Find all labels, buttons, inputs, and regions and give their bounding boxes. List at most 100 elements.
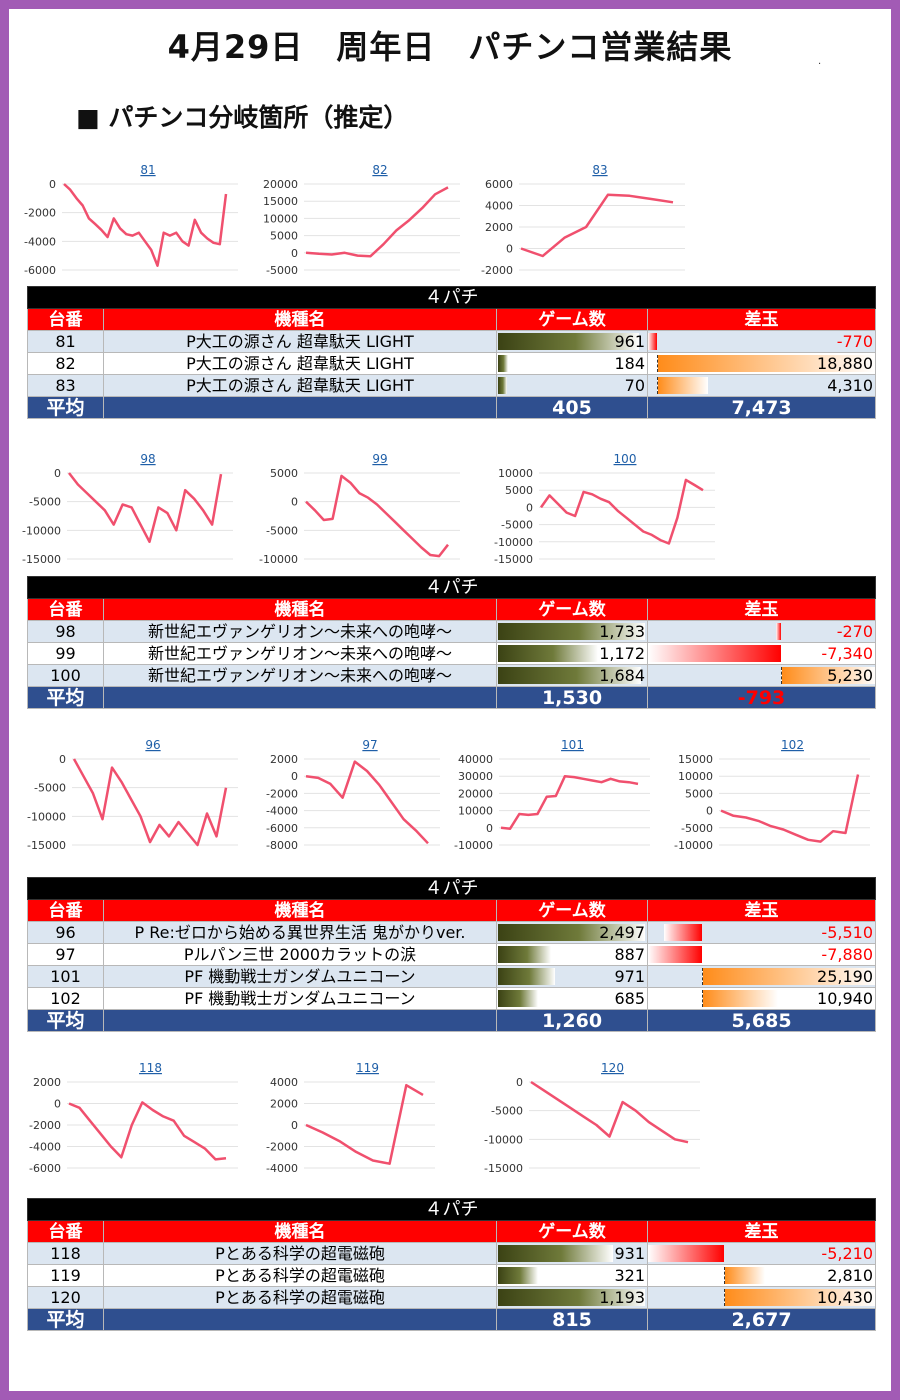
- column-header: 台番: [27, 598, 104, 621]
- column-header: ゲーム数: [496, 1220, 648, 1243]
- average-diff: -793: [647, 686, 876, 709]
- diff-value: 5,230: [827, 665, 873, 685]
- series-line: [500, 774, 639, 830]
- y-tick-label: 0: [486, 822, 493, 835]
- table-row: 118 Pとある科学の超電磁砲 931 -5,210: [27, 1242, 876, 1265]
- chart-title-link[interactable]: 96: [145, 738, 160, 752]
- diff-value: 18,880: [817, 353, 873, 373]
- chart-title-link[interactable]: 101: [561, 738, 584, 752]
- diff-balls: 4,310: [647, 374, 876, 397]
- y-tick-label: 5000: [270, 467, 298, 480]
- diff-balls: -5,210: [647, 1242, 876, 1265]
- game-count-databar: [498, 333, 640, 350]
- chart-title-link[interactable]: 82: [372, 163, 387, 177]
- game-count-value: 1,733: [599, 621, 645, 641]
- chart-title-link[interactable]: 81: [140, 163, 155, 177]
- game-count: 184: [496, 352, 648, 375]
- game-count-value: 70: [624, 375, 645, 395]
- machine-name: P大工の源さん 超韋駄天 LIGHT: [103, 352, 497, 375]
- diff-balls: -7,340: [647, 642, 876, 665]
- y-tick-label: 0: [291, 496, 298, 509]
- column-header: ゲーム数: [496, 899, 648, 922]
- diff-negative-databar: [648, 333, 657, 350]
- game-count-value: 1,193: [599, 1287, 645, 1307]
- diff-positive-databar: [656, 377, 708, 394]
- table-caption: ４パチ: [27, 877, 876, 900]
- column-header: 台番: [27, 899, 104, 922]
- machine-name: P大工の源さん 超韋駄天 LIGHT: [103, 374, 497, 397]
- chart-title-link[interactable]: 99: [372, 452, 387, 466]
- game-count-databar: [498, 355, 509, 372]
- chart-title-link[interactable]: 97: [362, 738, 377, 752]
- chart-title-link[interactable]: 83: [592, 163, 607, 177]
- game-count-databar: [498, 924, 645, 941]
- average-label: 平均: [27, 1308, 104, 1331]
- y-tick-label: -15000: [494, 553, 533, 566]
- y-tick-label: 10000: [263, 212, 298, 225]
- table-row: 102 PF 機動戦士ガンダムユニコーン 685 10,940: [27, 987, 876, 1010]
- table-row: 101 PF 機動戦士ガンダムユニコーン 971 25,190: [27, 965, 876, 988]
- machine-name: Pルパン三世 2000カラットの涙: [103, 943, 497, 966]
- y-tick-label: -5000: [266, 524, 298, 537]
- series-line: [520, 193, 674, 258]
- y-tick-label: 15000: [678, 753, 713, 766]
- game-count-value: 685: [614, 988, 645, 1008]
- series-line: [305, 760, 429, 845]
- y-tick-label: 10000: [458, 805, 493, 818]
- game-count-value: 1,172: [599, 643, 645, 663]
- mini-chart-99: 99 5000 0 -5000 -10000: [259, 452, 460, 566]
- game-count: 961: [496, 330, 648, 353]
- y-tick-label: -5000: [681, 822, 713, 835]
- game-count: 931: [496, 1242, 648, 1265]
- game-count-databar: [498, 377, 507, 394]
- y-tick-label: 0: [49, 178, 56, 191]
- y-tick-label: -2000: [266, 1141, 298, 1154]
- y-tick-label: 20000: [263, 178, 298, 191]
- diff-negative-databar: [664, 924, 703, 941]
- machine-number: 99: [27, 642, 104, 665]
- column-header: 機種名: [103, 899, 497, 922]
- mini-chart-83: 83 6000 4000 2000 0 -2000: [481, 163, 685, 277]
- machine-number: 96: [27, 921, 104, 944]
- series-line: [720, 774, 860, 843]
- mini-chart-81: 81 0 -2000 -4000 -6000: [24, 163, 238, 277]
- page-title: 4月29日 周年日 パチンコ営業結果: [167, 28, 733, 66]
- y-tick-label: -2000: [24, 207, 56, 220]
- table-row: 120 Pとある科学の超電磁砲 1,193 10,430: [27, 1286, 876, 1309]
- chart-title-link[interactable]: 120: [601, 1061, 624, 1075]
- game-count-databar: [498, 990, 538, 1007]
- average-games: 1,530: [496, 686, 648, 709]
- y-tick-label: 15000: [263, 195, 298, 208]
- y-tick-label: -4000: [266, 1162, 298, 1175]
- chart-title-link[interactable]: 100: [614, 452, 637, 466]
- y-tick-label: -10000: [494, 536, 533, 549]
- diff-positive-databar: [780, 667, 875, 684]
- column-header: 差玉: [647, 598, 876, 621]
- machine-number: 81: [27, 330, 104, 353]
- mini-chart-102: 102 15000 10000 5000 0 -5000 -10000: [674, 738, 870, 852]
- y-tick-label: -2000: [481, 264, 513, 277]
- table-row: 97 Pルパン三世 2000カラットの涙 887 -7,880: [27, 943, 876, 966]
- machine-name: 新世紀エヴァンゲリオン～未来への咆哮～: [103, 620, 497, 643]
- y-tick-label: 0: [54, 467, 61, 480]
- game-count: 971: [496, 965, 648, 988]
- y-tick-label: -10000: [484, 1133, 523, 1146]
- machine-name: P Re:ゼロから始める異世界生活 鬼がかりver.: [103, 921, 497, 944]
- column-header: ゲーム数: [496, 598, 648, 621]
- diff-value: -5,210: [821, 1243, 873, 1263]
- average-spacer: [103, 1009, 497, 1032]
- mini-chart-119: 119 4000 2000 0 -2000 -4000: [266, 1061, 435, 1175]
- column-header: 差玉: [647, 308, 876, 331]
- chart-title-link[interactable]: 119: [356, 1061, 379, 1075]
- chart-title-link[interactable]: 98: [140, 452, 155, 466]
- machine-number: 101: [27, 965, 104, 988]
- diff-negative-databar: [648, 1245, 724, 1262]
- average-label: 平均: [27, 686, 104, 709]
- section-title: ■ パチンコ分岐箇所（推定）: [76, 103, 409, 132]
- machine-name: P大工の源さん 超韋駄天 LIGHT: [103, 330, 497, 353]
- game-count-value: 1,684: [599, 665, 645, 685]
- mini-chart-120: 120 0 -5000 -10000 -15000: [484, 1061, 700, 1175]
- chart-title-link[interactable]: 102: [781, 738, 804, 752]
- chart-title-link[interactable]: 118: [139, 1061, 162, 1075]
